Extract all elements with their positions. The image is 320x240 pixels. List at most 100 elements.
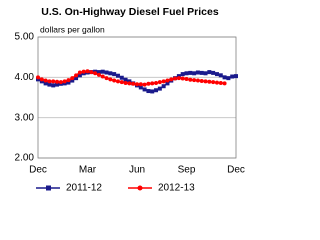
- point-marker: [154, 88, 159, 93]
- legend-label: 2012-13: [158, 183, 195, 194]
- point-marker: [222, 81, 227, 86]
- point-marker: [66, 78, 71, 83]
- point-marker: [203, 71, 208, 76]
- legend-marker: [46, 185, 51, 191]
- point-marker: [146, 81, 151, 86]
- y-tick-label: 3.00: [15, 112, 35, 123]
- point-marker: [161, 84, 166, 89]
- legend-label: 2011-12: [66, 183, 102, 194]
- point-marker: [112, 72, 117, 77]
- point-marker: [150, 81, 155, 86]
- point-marker: [115, 73, 120, 78]
- point-marker: [47, 82, 52, 87]
- chart-subtitle: dollars per gallon: [40, 24, 105, 34]
- y-tick-label: 4.00: [15, 72, 35, 83]
- point-marker: [36, 75, 40, 80]
- point-marker: [108, 71, 113, 76]
- point-marker: [43, 78, 48, 83]
- point-marker: [211, 80, 216, 85]
- point-marker: [108, 77, 113, 82]
- point-marker: [161, 79, 166, 84]
- point-marker: [112, 78, 117, 83]
- legend-marker: [137, 185, 143, 191]
- point-marker: [81, 69, 86, 74]
- point-marker: [74, 76, 79, 81]
- point-marker: [51, 83, 56, 88]
- point-marker: [100, 69, 105, 74]
- point-marker: [180, 72, 185, 77]
- y-tick-label: 5.00: [15, 32, 35, 43]
- point-marker: [93, 71, 98, 76]
- plot-frame: [37, 36, 237, 159]
- point-marker: [39, 79, 44, 84]
- point-marker: [226, 76, 231, 81]
- point-marker: [192, 78, 197, 83]
- point-marker: [70, 76, 75, 81]
- x-tick-label: Dec: [227, 165, 245, 176]
- point-marker: [66, 80, 71, 85]
- point-marker: [115, 79, 120, 84]
- point-marker: [55, 79, 60, 84]
- point-marker: [138, 82, 143, 87]
- point-marker: [142, 82, 147, 87]
- point-marker: [89, 70, 94, 75]
- point-marker: [77, 73, 82, 78]
- point-marker: [188, 70, 193, 75]
- point-marker: [154, 80, 159, 85]
- point-marker: [96, 70, 101, 75]
- point-marker: [77, 70, 82, 75]
- point-marker: [104, 76, 109, 81]
- point-marker: [58, 80, 63, 85]
- point-marker: [184, 71, 189, 76]
- point-marker: [218, 73, 223, 78]
- point-marker: [150, 89, 155, 94]
- point-marker: [218, 80, 223, 85]
- point-marker: [135, 82, 139, 87]
- point-marker: [119, 75, 124, 80]
- point-marker: [184, 76, 189, 81]
- point-marker: [123, 80, 128, 85]
- point-marker: [169, 77, 174, 82]
- point-marker: [127, 79, 132, 84]
- point-marker: [142, 87, 147, 92]
- point-marker: [192, 71, 197, 76]
- point-marker: [100, 74, 105, 79]
- point-marker: [51, 79, 56, 84]
- point-marker: [199, 78, 204, 83]
- point-marker: [138, 85, 143, 90]
- point-marker: [188, 77, 193, 82]
- point-marker: [176, 74, 181, 79]
- point-marker: [195, 78, 200, 83]
- chart: U.S. On-Highway Diesel Fuel Prices dolla…: [15, 6, 245, 194]
- point-marker: [199, 70, 204, 75]
- point-marker: [55, 82, 60, 87]
- point-marker: [39, 77, 44, 82]
- x-tick-label: Sep: [178, 165, 196, 176]
- point-marker: [36, 77, 40, 82]
- point-marker: [211, 70, 216, 75]
- point-marker: [214, 80, 219, 85]
- point-marker: [123, 77, 128, 82]
- point-marker: [173, 76, 178, 81]
- point-marker: [131, 81, 136, 86]
- point-marker: [62, 81, 67, 86]
- point-marker: [214, 72, 219, 77]
- point-marker: [104, 70, 109, 75]
- point-marker: [43, 81, 48, 86]
- point-marker: [85, 69, 90, 74]
- point-marker: [70, 78, 75, 83]
- point-marker: [165, 81, 170, 86]
- x-tick-label: Mar: [79, 165, 97, 176]
- point-marker: [74, 73, 79, 78]
- point-marker: [62, 79, 67, 84]
- x-tick-label: Dec: [29, 165, 47, 176]
- point-marker: [157, 86, 162, 91]
- point-marker: [127, 81, 132, 86]
- point-marker: [157, 80, 162, 85]
- point-marker: [176, 76, 181, 81]
- point-marker: [207, 70, 212, 75]
- point-marker: [230, 74, 235, 79]
- point-marker: [195, 70, 200, 75]
- point-marker: [203, 79, 208, 84]
- x-tick-label: Jun: [129, 165, 145, 176]
